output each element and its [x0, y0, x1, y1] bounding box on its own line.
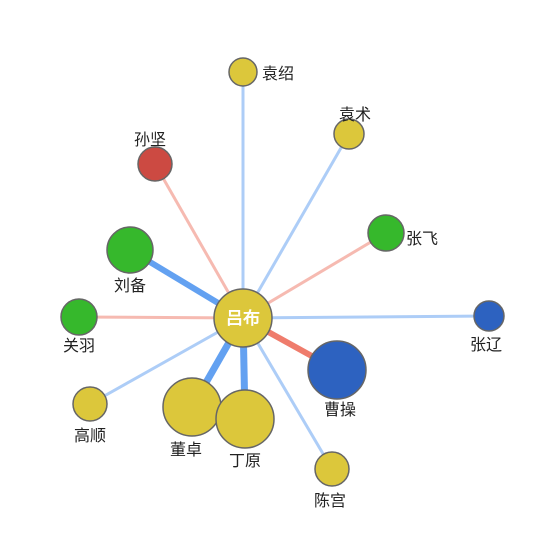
- node-label-dongzhuo: 董卓: [170, 440, 202, 459]
- node-label-liubei: 刘备: [114, 276, 146, 295]
- node-label-guanyu: 关羽: [63, 336, 95, 355]
- node-gaoshun[interactable]: [72, 386, 108, 422]
- node-label-dingyuan: 丁原: [229, 451, 261, 470]
- node-label-zhangliao: 张辽: [470, 335, 502, 354]
- node-label-yuanshao: 袁绍: [262, 64, 294, 83]
- node-label-chengong: 陈宫: [314, 491, 346, 510]
- node-label-caocao: 曹操: [324, 400, 356, 419]
- node-liubei[interactable]: [106, 226, 154, 274]
- node-zhangfei[interactable]: [367, 214, 405, 252]
- node-guanyu[interactable]: [60, 298, 98, 336]
- node-chengong[interactable]: [314, 451, 350, 487]
- node-zhangliao[interactable]: [473, 300, 505, 332]
- node-yuanshu[interactable]: [333, 118, 365, 150]
- node-label-yuanshu: 袁术: [339, 105, 371, 124]
- node-dongzhuo[interactable]: [162, 377, 222, 437]
- link-zhangliao: [242, 314, 490, 320]
- node-caocao[interactable]: [307, 340, 367, 400]
- node-yuanshao[interactable]: [228, 57, 258, 87]
- node-label-center: 吕布: [226, 308, 260, 329]
- node-dingyuan[interactable]: [215, 389, 275, 449]
- node-sunjian[interactable]: [137, 146, 173, 182]
- node-label-sunjian: 孙坚: [134, 130, 166, 149]
- link-yuanshu: [241, 133, 351, 319]
- node-label-gaoshun: 高顺: [74, 426, 106, 445]
- node-center[interactable]: [213, 288, 273, 348]
- node-label-zhangfei: 张飞: [406, 229, 438, 248]
